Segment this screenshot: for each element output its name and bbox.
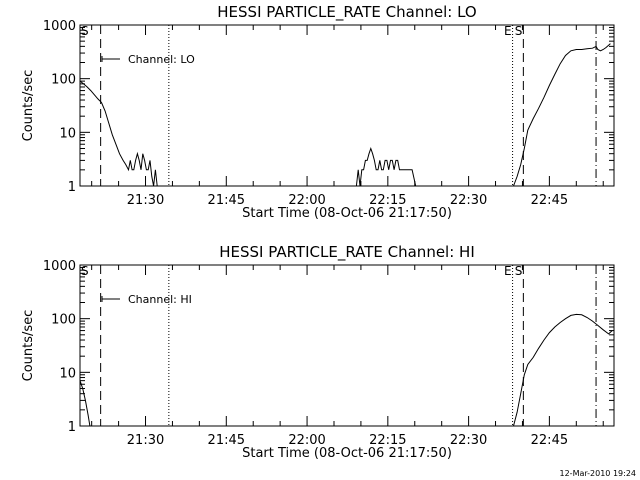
y-axis-label: Counts/sec — [21, 70, 36, 142]
x-tick-label: 22:00 — [288, 433, 325, 448]
x-tick-label: 21:30 — [127, 433, 164, 448]
y-tick-label: 1000 — [43, 19, 76, 34]
series-line-segment — [79, 380, 91, 427]
y-tick-label: 100 — [51, 73, 76, 88]
x-tick-label: 22:15 — [369, 433, 406, 448]
y-tick-label: 1 — [68, 420, 76, 435]
series-line-segment — [513, 43, 611, 187]
marker-label: S — [515, 24, 523, 38]
x-tick-label: 22:00 — [288, 193, 325, 208]
y-tick-label: 10 — [59, 126, 76, 141]
chart-title: HESSI PARTICLE_RATE Channel: LO — [217, 3, 476, 22]
x-tick-label: 22:30 — [450, 193, 487, 208]
marker-label: S — [515, 264, 523, 278]
series-line-segment — [79, 80, 158, 187]
y-tick-label: 1000 — [43, 259, 76, 274]
x-tick-label: 22:45 — [531, 193, 568, 208]
marker-label: E — [504, 264, 512, 278]
marker-label: E — [504, 24, 512, 38]
chart-title: HESSI PARTICLE_RATE Channel: HI — [219, 243, 475, 262]
x-tick-label: 22:30 — [450, 433, 487, 448]
series-line-segment — [513, 313, 613, 427]
series-line-segment — [355, 146, 417, 187]
x-tick-label: 21:45 — [208, 433, 245, 448]
x-tick-label: 22:45 — [531, 433, 568, 448]
x-tick-label: 21:45 — [208, 193, 245, 208]
marker-label: S — [81, 264, 89, 278]
timestamp: 12-Mar-2010 19:24 — [559, 469, 637, 478]
chart-panel-0: HESSI PARTICLE_RATE Channel: LO 1 10 100 100… — [21, 3, 615, 221]
legend-label: Channel: HI — [128, 293, 192, 306]
y-tick-label: 10 — [59, 366, 76, 381]
legend-label: Channel: LO — [128, 53, 195, 66]
chart-panel-1: HESSI PARTICLE_RATE Channel: HI 1 10 100 100… — [21, 243, 615, 461]
x-axis-label: Start Time (08-Oct-06 21:17:50) — [242, 446, 452, 461]
y-axis-label: Counts/sec — [21, 310, 36, 382]
y-tick-label: 100 — [51, 313, 76, 328]
x-axis-label: Start Time (08-Oct-06 21:17:50) — [242, 206, 452, 221]
marker-label: S — [81, 24, 89, 38]
y-tick-label: 1 — [68, 180, 76, 195]
x-tick-label: 21:30 — [127, 193, 164, 208]
x-tick-label: 22:15 — [369, 193, 406, 208]
